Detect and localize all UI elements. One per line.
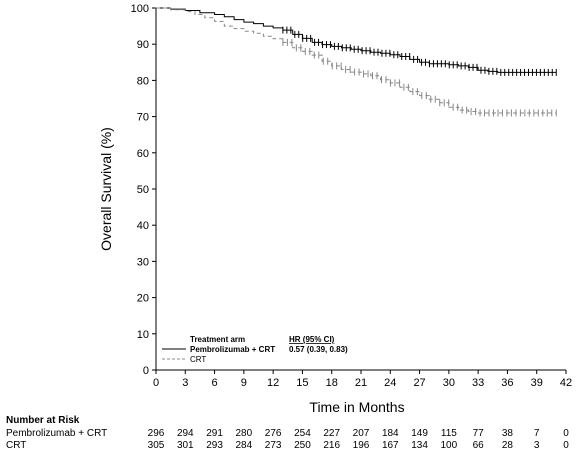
- series-layer: [156, 7, 557, 114]
- legend-label-pembro: Pembrolizumab + CRT: [190, 345, 275, 354]
- x-tick-label: 3: [182, 377, 188, 389]
- risk-cell: 149: [411, 428, 428, 439]
- y-tick-label: 10: [137, 329, 149, 341]
- risk-cell: 284: [236, 440, 253, 451]
- x-tick-label: 42: [560, 377, 572, 389]
- y-tick-label: 40: [137, 220, 149, 232]
- risk-row-label-pembro: Pembrolizumab + CRT: [6, 428, 107, 439]
- risk-table-values: 296 294 291 280 276 254 227 207 184 149 115 77 38 7 03…: [148, 428, 570, 451]
- risk-cell: 250: [294, 440, 311, 451]
- risk-cell: 3: [534, 440, 540, 451]
- risk-cell: 291: [206, 428, 223, 439]
- y-tick-label: 100: [131, 3, 149, 15]
- legend-label-crt: CRT: [190, 355, 206, 364]
- legend-hr-value: 0.57 (0.39, 0.83): [289, 345, 348, 354]
- risk-cell: 294: [177, 428, 194, 439]
- legend-title: Treatment arm: [190, 335, 245, 344]
- x-tick-label: 12: [267, 377, 279, 389]
- y-tick-label: 20: [137, 293, 149, 305]
- y-tick-label: 50: [137, 184, 149, 196]
- risk-cell: 273: [265, 440, 282, 451]
- risk-table-title: Number at Risk: [6, 415, 80, 426]
- censor-marks: [282, 26, 557, 117]
- y-tick-label: 0: [143, 365, 149, 377]
- x-tick-label: 33: [472, 377, 484, 389]
- risk-cell: 167: [382, 440, 399, 451]
- x-tick-label: 0: [153, 377, 159, 389]
- risk-cell: 66: [473, 440, 485, 451]
- risk-cell: 254: [294, 428, 311, 439]
- risk-cell: 207: [353, 428, 370, 439]
- x-tick-label: 21: [355, 377, 367, 389]
- x-tick-label: 15: [296, 377, 308, 389]
- risk-cell: 280: [236, 428, 253, 439]
- y-tick-label: 60: [137, 148, 149, 160]
- risk-cell: 293: [206, 440, 223, 451]
- y-tick-label: 70: [137, 112, 149, 124]
- risk-cell: 0: [563, 440, 569, 451]
- risk-cell: 305: [148, 440, 165, 451]
- x-tick-label: 27: [413, 377, 425, 389]
- y-axis-title: Overall Survival (%): [98, 127, 114, 251]
- x-tick-label: 18: [326, 377, 338, 389]
- x-tick-label: 30: [443, 377, 455, 389]
- y-axis-ticks: 0 10 20 30 40 50 60 70 80 90 100: [131, 3, 156, 377]
- risk-cell: 28: [502, 440, 514, 451]
- risk-cell: 184: [382, 428, 399, 439]
- legend-hr-header: HR (95% CI): [289, 335, 335, 344]
- risk-cell: 7: [534, 428, 540, 439]
- series-line-crt: [156, 7, 557, 114]
- legend: Treatment arm HR (95% CI) Pembrolizumab …: [162, 335, 348, 364]
- risk-cell: 216: [323, 440, 340, 451]
- y-tick-label: 80: [137, 75, 149, 87]
- risk-cell: 296: [148, 428, 165, 439]
- x-tick-label: 6: [212, 377, 218, 389]
- risk-cell: 38: [502, 428, 514, 439]
- risk-cell: 301: [177, 440, 194, 451]
- y-tick-label: 90: [137, 39, 149, 51]
- x-axis-ticks: 0 3 6 9 12 15 18 21 24 27 30 33 36 39 42: [153, 370, 572, 389]
- x-tick-label: 39: [531, 377, 543, 389]
- risk-row-label-crt: CRT: [6, 440, 26, 451]
- risk-cell: 0: [563, 428, 569, 439]
- risk-cell: 196: [353, 440, 370, 451]
- x-tick-label: 24: [384, 377, 396, 389]
- x-tick-label: 36: [501, 377, 513, 389]
- series-line-pembrolizumab-crt: [156, 7, 557, 73]
- risk-cell: 134: [411, 440, 428, 451]
- risk-cell: 276: [265, 428, 282, 439]
- risk-cell: 100: [441, 440, 458, 451]
- x-tick-label: 9: [241, 377, 247, 389]
- risk-cell: 115: [441, 428, 457, 439]
- y-tick-label: 30: [137, 256, 149, 268]
- x-axis-title: Time in Months: [309, 399, 404, 415]
- risk-cell: 227: [323, 428, 340, 439]
- risk-cell: 77: [473, 428, 485, 439]
